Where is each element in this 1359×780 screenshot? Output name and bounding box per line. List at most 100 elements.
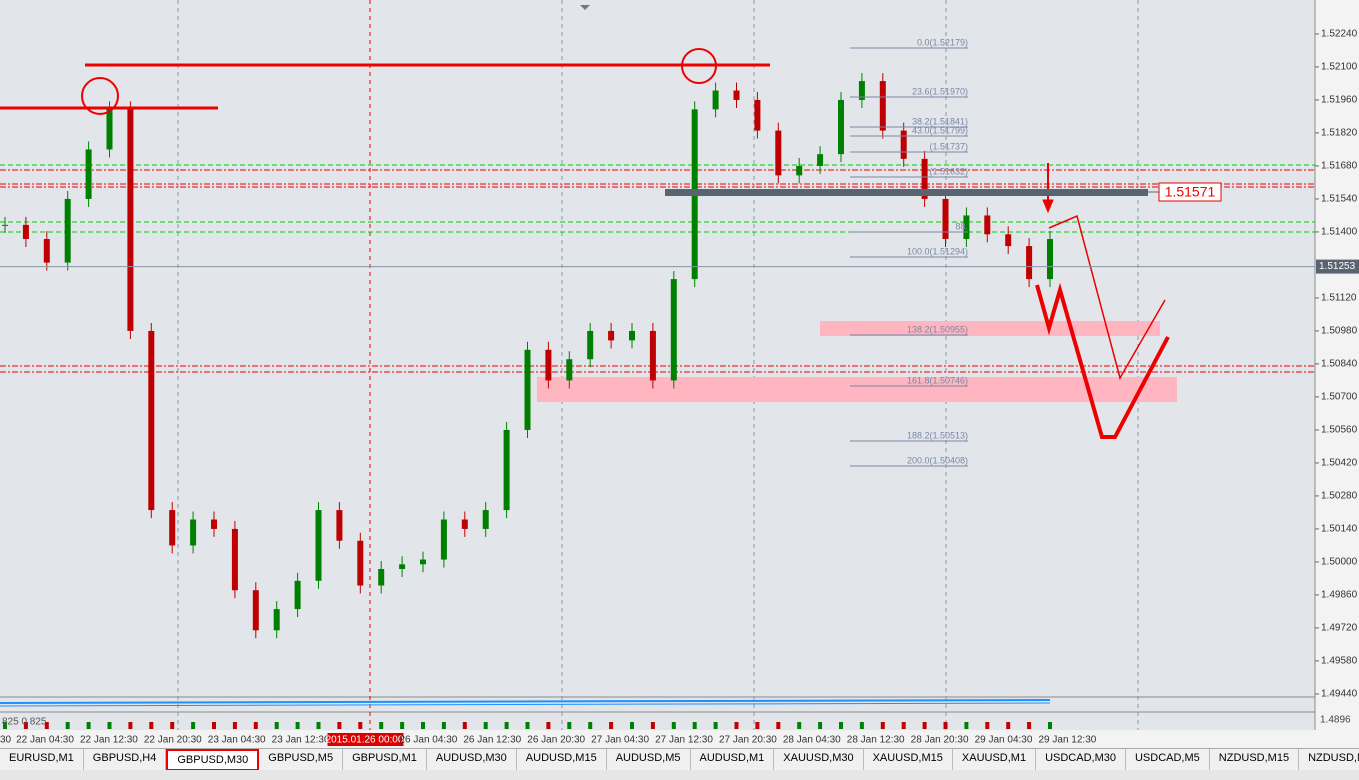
candle-body <box>294 580 301 610</box>
fib-label: 88. <box>955 221 968 231</box>
price-tag-box <box>1158 182 1222 202</box>
candle-body <box>22 224 29 240</box>
price-label: 1.49720 <box>1321 623 1358 634</box>
time-label: 30 <box>0 735 12 746</box>
price-label: 1.52240 <box>1321 29 1358 40</box>
volume-bar <box>232 722 237 729</box>
target-zone <box>537 377 1177 402</box>
symbol-tab[interactable]: AUDUSD,M30 <box>427 749 517 771</box>
time-label: 29 Jan 12:30 <box>1038 735 1096 746</box>
candle-body <box>712 90 719 110</box>
symbol-tab[interactable]: GBPUSD,M5 <box>259 749 344 771</box>
fib-label: 43.0(1.51799) <box>912 125 968 135</box>
time-label: 26 Jan 12:30 <box>463 735 521 746</box>
candle-body <box>1026 246 1033 280</box>
candle-body <box>524 349 531 430</box>
volume-bar <box>609 722 614 729</box>
status-strip <box>0 770 1359 780</box>
price-label: 1.50000 <box>1321 557 1358 568</box>
volume-bar <box>734 722 739 729</box>
candle-body <box>336 510 343 541</box>
candle-body <box>608 330 615 341</box>
volume-bar <box>400 722 405 729</box>
volume-bar <box>1048 722 1052 729</box>
tab-bar: EURUSD,M1 GBPUSD,H4 GBPUSD,M30 GBPUSD,M5 GBP… <box>0 748 1359 771</box>
time-label: 2015.01.26 00:00 <box>326 735 404 746</box>
price-label: 1.50840 <box>1321 359 1358 370</box>
candle-body <box>315 510 322 581</box>
symbol-tab[interactable]: NZDUSD,M <box>1299 749 1359 771</box>
fib-label: 138.2(1.50955) <box>907 324 968 334</box>
candle-body <box>670 279 677 381</box>
time-label: 28 Jan 20:30 <box>911 735 969 746</box>
volume-bar <box>212 722 216 729</box>
volume-bar <box>880 722 885 729</box>
plot-bg <box>0 0 1315 730</box>
price-label: 1.50140 <box>1321 524 1358 535</box>
volume-bar <box>65 722 70 729</box>
time-marker-box <box>327 733 404 746</box>
price-label: 1.50980 <box>1321 326 1358 337</box>
volume-bar <box>630 722 634 729</box>
candle-body <box>545 349 552 381</box>
price-label: 1.49580 <box>1321 656 1358 667</box>
symbol-tab[interactable]: XAUUSD,M1 <box>953 749 1037 771</box>
price-label: 1.52100 <box>1321 62 1358 73</box>
volume-bar <box>901 722 906 729</box>
fib-label: 200.0(1.50408) <box>907 455 968 465</box>
fib-label: 0.0(1.52179) <box>917 37 968 47</box>
candle-body <box>796 165 803 176</box>
resistance-bar <box>665 189 1148 196</box>
time-label: 22 Jan 20:30 <box>144 735 202 746</box>
time-label: 22 Jan 04:30 <box>16 735 74 746</box>
volume-bar <box>483 722 488 729</box>
volume-bar <box>713 722 718 729</box>
symbol-tab[interactable]: AUDUSD,M15 <box>517 749 607 771</box>
candle-body <box>231 528 238 591</box>
time-label: 29 Jan 04:30 <box>975 735 1033 746</box>
volume-bar <box>1006 722 1011 729</box>
candle-body <box>2 224 8 226</box>
axis-bg <box>1315 0 1359 748</box>
candle-body <box>838 99 844 155</box>
chart: 0.0(1.52179) 23.6(1.51970) 38.2(1.51841)43… <box>0 0 1359 748</box>
volume-bar <box>86 722 91 729</box>
symbol-tab[interactable]: GBPUSD,H4 <box>84 749 167 771</box>
price-label: 1.51120 <box>1321 293 1357 304</box>
candle-body <box>106 109 113 150</box>
symbol-tab[interactable]: EURUSD,M1 <box>0 749 84 771</box>
period-separators <box>177 0 1139 730</box>
candle-body <box>984 215 991 235</box>
volume-bar <box>23 722 28 729</box>
candle-body <box>127 109 134 331</box>
candle-body <box>587 330 594 360</box>
symbol-tab[interactable]: AUDUSD,M5 <box>607 749 691 771</box>
symbol-tab[interactable]: XAUUSD,M30 <box>774 749 864 771</box>
volume-bar <box>128 722 133 729</box>
volume-bar <box>504 722 509 729</box>
level-lines <box>0 164 1315 373</box>
candle-body <box>148 330 155 511</box>
candle-body <box>921 158 928 199</box>
symbol-tab[interactable]: NZDUSD,M15 <box>1210 749 1300 771</box>
symbol-tab[interactable]: USDCAD,M5 <box>1126 749 1210 771</box>
volume-bar <box>985 722 990 729</box>
indicator <box>0 699 1051 707</box>
symbol-tab[interactable]: USDCAD,M30 <box>1036 749 1126 771</box>
price-label: 1.50280 <box>1321 491 1358 502</box>
volume-bar <box>776 722 781 729</box>
fib-label: 38.2(1.51841) <box>912 116 968 126</box>
candle-body <box>64 198 71 263</box>
candle-body <box>399 564 406 570</box>
current-price-box <box>1316 259 1359 274</box>
time-label: 28 Jan 04:30 <box>783 735 841 746</box>
candle-body <box>775 130 782 176</box>
symbol-tab[interactable]: AUDUSD,M1 <box>691 749 775 771</box>
symbol-tab[interactable]: XAUUSD,M15 <box>864 749 953 771</box>
symbol-tab[interactable]: GBPUSD,M1 <box>343 749 427 771</box>
symbol-tab[interactable]: GBPUSD,M30 <box>166 749 260 771</box>
volume-bar <box>922 722 927 729</box>
candle-body <box>817 154 824 166</box>
price-label: 1.51680 <box>1321 161 1358 172</box>
volume-bar <box>295 722 300 729</box>
